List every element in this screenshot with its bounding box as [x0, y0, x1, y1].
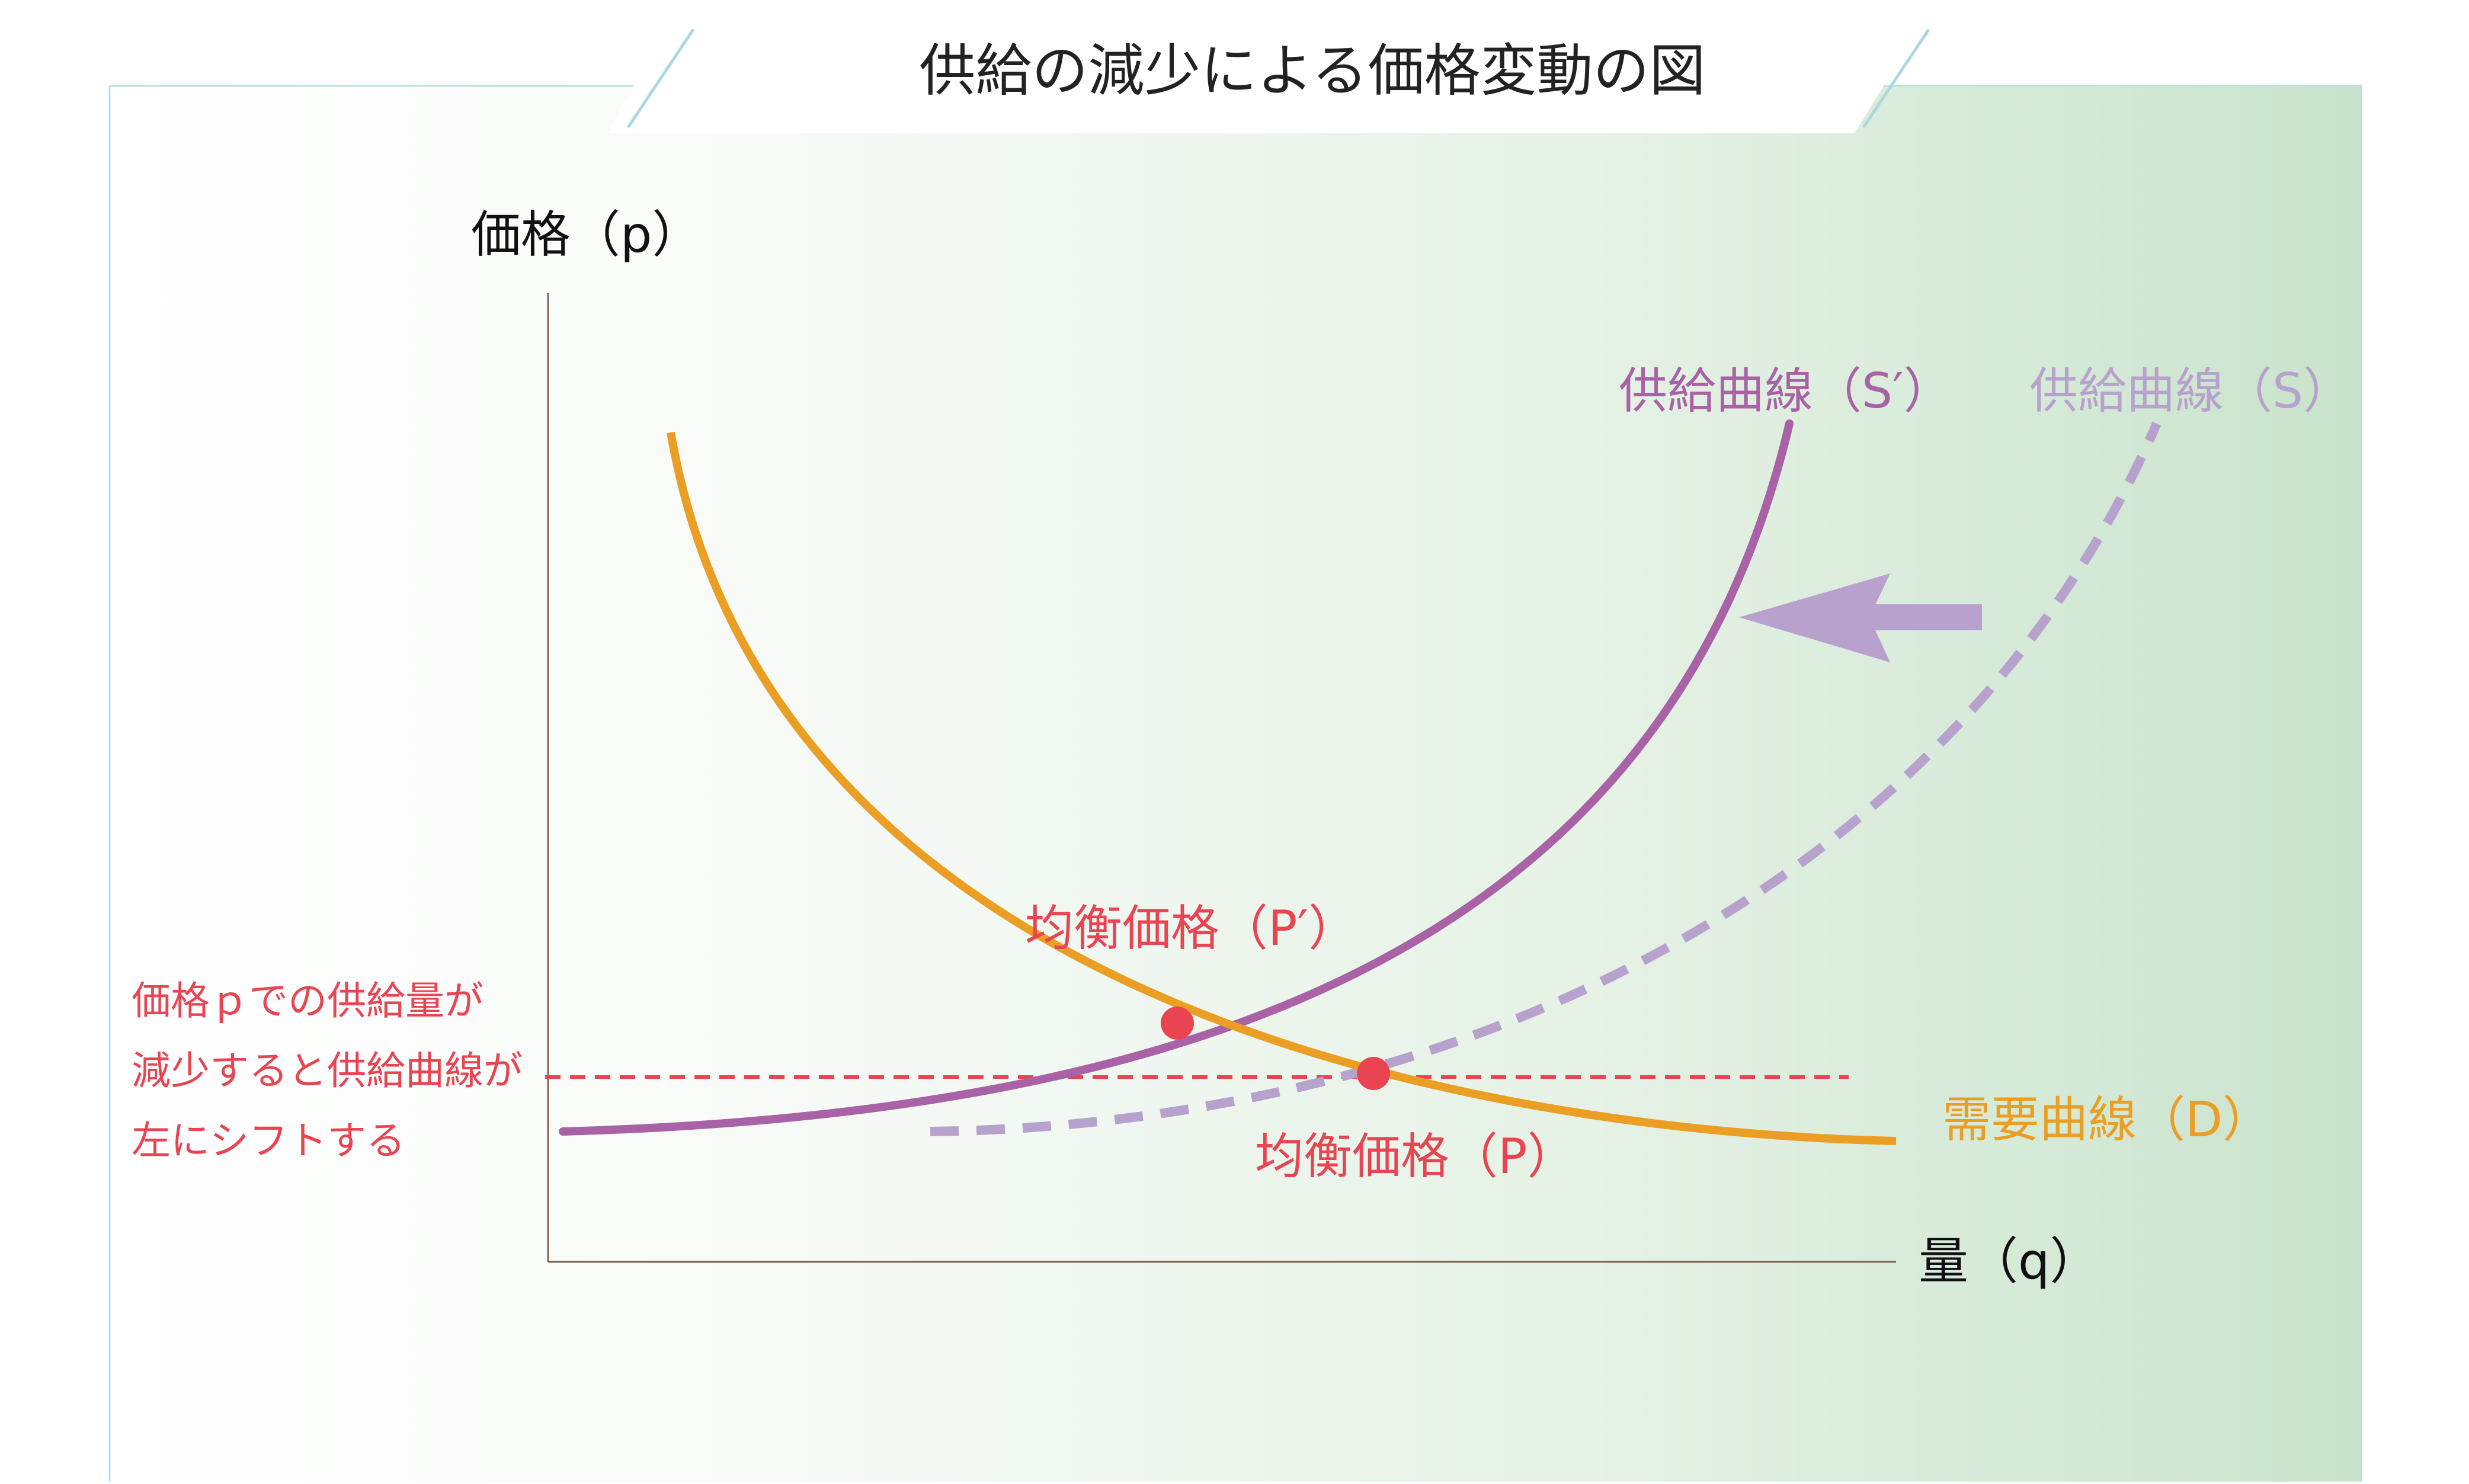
- supply-curve-s-prime: [559, 419, 1794, 1136]
- supply-curve-s-prime-label: 供給曲線（S′）: [1619, 363, 1952, 419]
- equilibrium-p-prime-label: 均衡価格（P′）: [1025, 900, 1357, 957]
- equilibrium-point-p: [1357, 1057, 1390, 1090]
- supply-curve-s: [930, 421, 2161, 1136]
- title-tab-right-slash: [1862, 28, 1930, 129]
- title-tab: [607, 27, 1920, 133]
- demand-curve-d-label: 需要曲線（D）: [1942, 1092, 2271, 1148]
- equilibrium-point-p-prime: [1161, 1007, 1194, 1040]
- y-axis-label: 価格（p）: [471, 206, 702, 264]
- note-line-3: 左にシフトする: [132, 1118, 405, 1164]
- supply-curve-s-label: 供給曲線（S）: [2029, 363, 2352, 419]
- equilibrium-p-label: 均衡価格（P）: [1255, 1129, 1575, 1185]
- title-tab-left-slash: [626, 28, 695, 129]
- x-axis-label: 量（q）: [1919, 1232, 2099, 1290]
- diagram-panel: [108, 85, 2362, 1484]
- shift-left-arrow-icon: [1739, 573, 1982, 662]
- note-line-1: 価格ｐでの供給量が: [132, 978, 483, 1024]
- demand-curve-d: [667, 431, 1897, 1145]
- note-line-2: 減少すると供給曲線が: [132, 1048, 523, 1094]
- diagram-title: 供給の減少による価格変動の図: [919, 39, 1705, 104]
- shift-explanation-note: 価格ｐでの供給量が 減少すると供給曲線が 左にシフトする: [132, 978, 523, 1164]
